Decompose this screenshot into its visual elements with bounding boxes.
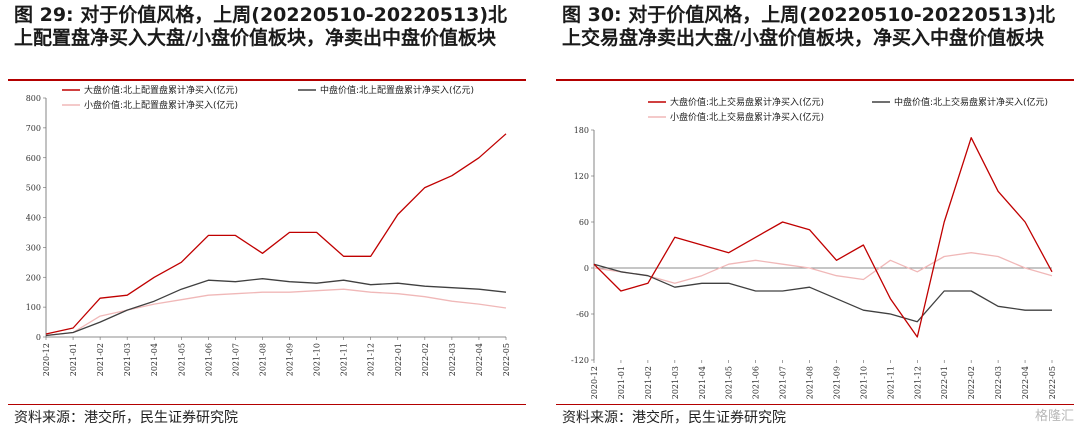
y-tick-label: 60 bbox=[579, 218, 589, 227]
x-tick-label: 2022-05 bbox=[1048, 366, 1057, 399]
source-note: 资料来源：港交所，民生证券研究院 bbox=[562, 410, 786, 426]
x-tick-label: 2022-02 bbox=[967, 366, 976, 399]
x-tick-label: 2021-09 bbox=[286, 343, 295, 376]
title-divider bbox=[8, 79, 526, 81]
x-tick-label: 2021-09 bbox=[832, 366, 841, 399]
x-tick-label: 2021-07 bbox=[231, 343, 240, 376]
x-tick-label: 2021-07 bbox=[779, 366, 788, 399]
x-tick-label: 2021-06 bbox=[204, 343, 213, 376]
y-tick-label: 120 bbox=[574, 172, 589, 181]
watermark-logo: 格隆汇 bbox=[1034, 409, 1074, 424]
legend-label: 小盘价值:北上配置盘累计净买入(亿元) bbox=[84, 99, 238, 111]
series-line-2 bbox=[45, 288, 507, 337]
y-tick-label: -120 bbox=[571, 356, 589, 365]
x-tick-label: 2021-05 bbox=[725, 366, 734, 399]
x-tick-label: 2022-04 bbox=[475, 343, 484, 376]
x-tick-label: 2022-03 bbox=[448, 343, 457, 376]
series-line-1 bbox=[45, 278, 507, 337]
x-tick-label: 2021-11 bbox=[886, 366, 895, 399]
x-tick-label: 2020-12 bbox=[590, 366, 599, 399]
y-tick-label: 700 bbox=[26, 124, 41, 133]
x-tick-label: 2020-12 bbox=[42, 343, 51, 376]
title-divider bbox=[556, 79, 1074, 81]
x-tick-label: 2021-12 bbox=[367, 343, 376, 376]
line-chart: 0 100 200 300 400 500 600 700 800 2020-12 2021-01 2… bbox=[26, 84, 511, 376]
source-note: 资料来源：港交所，民生证券研究院 bbox=[14, 410, 238, 426]
legend-label: 大盘价值:北上交易盘累计净买入(亿元) bbox=[670, 96, 824, 108]
source-divider bbox=[556, 404, 1074, 405]
x-tick-label: 2021-02 bbox=[96, 343, 105, 376]
legend-label: 中盘价值:北上配置盘累计净买入(亿元) bbox=[320, 84, 474, 96]
y-tick-label: 0 bbox=[36, 333, 41, 342]
y-tick-label: 200 bbox=[26, 273, 41, 282]
x-tick-label: 2021-03 bbox=[671, 366, 680, 399]
series-line-0 bbox=[593, 137, 1053, 338]
x-tick-label: 2021-08 bbox=[806, 366, 815, 399]
chart-panel-left: 图 29: 对于价值风格，上周(20220510-20220513)北上配置盘净… bbox=[8, 0, 528, 430]
x-tick-label: 2021-10 bbox=[859, 366, 868, 399]
y-tick-label: 600 bbox=[26, 154, 41, 163]
y-tick-label: 180 bbox=[574, 126, 589, 135]
x-tick-label: 2022-05 bbox=[502, 343, 511, 376]
chart-panel-right: 图 30: 对于价值风格，上周(20220510-20220513)北上交易盘净… bbox=[556, 0, 1076, 430]
y-tick-label: -60 bbox=[576, 310, 589, 319]
y-tick-label: 0 bbox=[584, 264, 589, 273]
x-tick-label: 2021-11 bbox=[340, 343, 349, 376]
y-tick-label: 100 bbox=[26, 303, 41, 312]
x-tick-label: 2021-03 bbox=[123, 343, 132, 376]
line-chart: -120 -60 0 60 120 180 2020-12 2021-01 2021-02 202… bbox=[571, 96, 1057, 399]
x-tick-label: 2022-02 bbox=[421, 343, 430, 376]
x-tick-label: 2021-10 bbox=[313, 343, 322, 376]
legend-label: 小盘价值:北上交易盘累计净买入(亿元) bbox=[670, 111, 824, 123]
source-divider bbox=[8, 404, 526, 405]
x-tick-label: 2021-08 bbox=[258, 343, 267, 376]
x-tick-label: 2021-01 bbox=[69, 343, 78, 376]
x-tick-label: 2021-02 bbox=[644, 366, 653, 399]
chart-title: 图 29: 对于价值风格，上周(20220510-20220513)北上配置盘净… bbox=[14, 4, 508, 49]
y-tick-label: 800 bbox=[26, 94, 41, 103]
x-tick-label: 2021-06 bbox=[752, 366, 761, 399]
x-tick-label: 2022-04 bbox=[1021, 366, 1030, 399]
chart-title: 图 30: 对于价值风格，上周(20220510-20220513)北上交易盘净… bbox=[562, 4, 1056, 49]
x-tick-label: 2022-01 bbox=[394, 343, 403, 376]
legend-label: 中盘价值:北上交易盘累计净买入(亿元) bbox=[894, 96, 1048, 108]
x-tick-label: 2022-01 bbox=[940, 366, 949, 399]
series-line-1 bbox=[593, 263, 1052, 323]
y-tick-label: 300 bbox=[26, 243, 41, 252]
legend-label: 大盘价值:北上配置盘累计净买入(亿元) bbox=[84, 84, 238, 96]
x-tick-label: 2021-01 bbox=[617, 366, 626, 399]
x-tick-label: 2021-12 bbox=[913, 366, 922, 399]
y-tick-label: 500 bbox=[26, 184, 41, 193]
x-tick-label: 2021-05 bbox=[177, 343, 186, 376]
x-tick-label: 2021-04 bbox=[698, 366, 707, 399]
series-line-2 bbox=[593, 252, 1053, 284]
x-tick-label: 2022-03 bbox=[994, 366, 1003, 399]
x-tick-label: 2021-04 bbox=[150, 343, 159, 376]
series-line-0 bbox=[45, 133, 507, 335]
y-tick-label: 400 bbox=[26, 214, 41, 223]
